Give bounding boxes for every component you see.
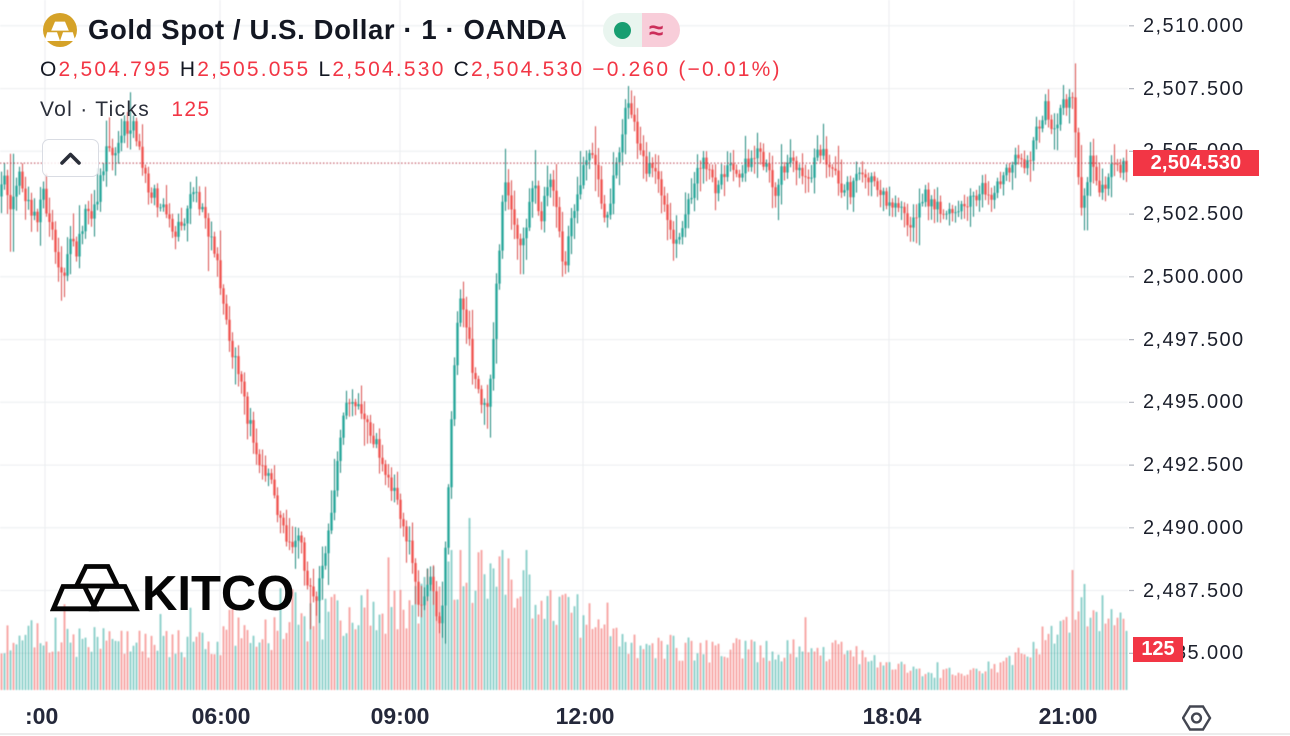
svg-text:KITCO: KITCO — [142, 567, 294, 616]
